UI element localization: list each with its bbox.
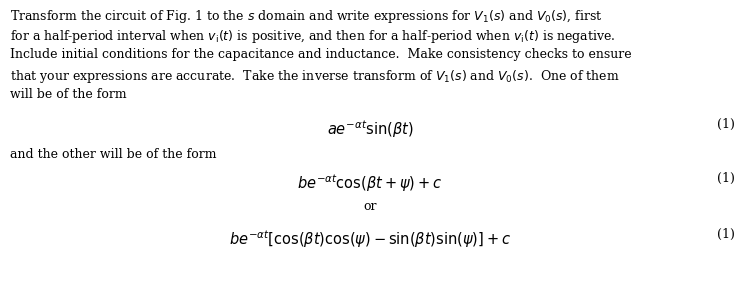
Text: and the other will be of the form: and the other will be of the form <box>10 148 216 161</box>
Text: $be^{-\alpha t}\cos(\beta t+\psi)+c$: $be^{-\alpha t}\cos(\beta t+\psi)+c$ <box>297 172 443 194</box>
Text: Include initial conditions for the capacitance and inductance.  Make consistency: Include initial conditions for the capac… <box>10 48 631 61</box>
Text: will be of the form: will be of the form <box>10 88 127 101</box>
Text: (1): (1) <box>717 228 735 241</box>
Text: $be^{-\alpha t}\left[\cos(\beta t)\cos(\psi)-\sin(\beta t)\sin(\psi)\right]+c$: $be^{-\alpha t}\left[\cos(\beta t)\cos(\… <box>229 228 511 250</box>
Text: (1): (1) <box>717 172 735 185</box>
Text: Transform the circuit of Fig. 1 to the $s$ domain and write expressions for $V_1: Transform the circuit of Fig. 1 to the $… <box>10 8 603 25</box>
Text: or: or <box>363 200 377 213</box>
Text: (1): (1) <box>717 118 735 131</box>
Text: $ae^{-\alpha t}\sin(\beta t)$: $ae^{-\alpha t}\sin(\beta t)$ <box>327 118 413 140</box>
Text: that your expressions are accurate.  Take the inverse transform of $V_1(s)$ and : that your expressions are accurate. Take… <box>10 68 619 85</box>
Text: for a half-period interval when $v_\mathrm{i}(t)$ is positive, and then for a ha: for a half-period interval when $v_\math… <box>10 28 616 45</box>
